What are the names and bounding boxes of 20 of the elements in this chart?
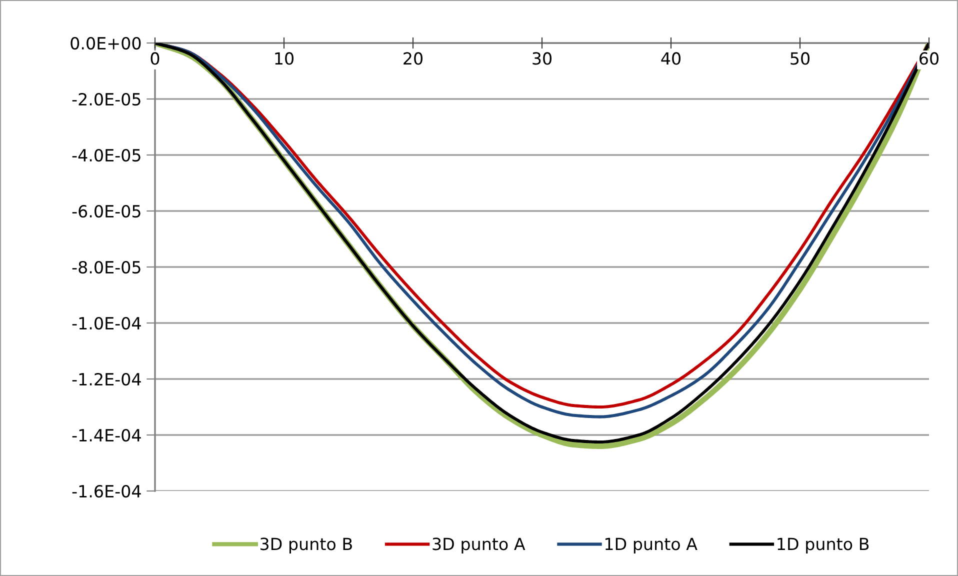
y-tick-label: -1.2E-04	[72, 372, 141, 386]
x-tick-label: 20	[404, 52, 422, 65]
x-tick-label: 30	[532, 52, 552, 65]
y-tick-label: -8.0E-05	[72, 260, 140, 274]
y-tick-label: -6.0E-05	[72, 204, 140, 218]
y-tick-label: -2.0E-05	[72, 92, 140, 106]
x-tick-label: 0	[150, 52, 160, 65]
legend-label: 3D punto A	[432, 538, 526, 554]
y-tick-label: -4.0E-05	[72, 148, 140, 162]
legend-label: 1D punto A	[605, 538, 698, 554]
y-tick-label: -1.6E-04	[72, 484, 141, 498]
legend-label: 1D punto B	[778, 538, 869, 554]
x-tick-label: 40	[661, 52, 680, 65]
legend-label: 3D punto B	[260, 538, 352, 554]
x-tick-label: 60	[920, 52, 938, 65]
x-tick-label: 50	[790, 52, 810, 65]
y-tick-label: 0.0E+00	[70, 36, 141, 50]
x-tick-label: 10	[275, 52, 294, 65]
y-tick-label: -1.4E-04	[72, 428, 141, 442]
y-tick-label: -1.0E-04	[72, 316, 141, 330]
